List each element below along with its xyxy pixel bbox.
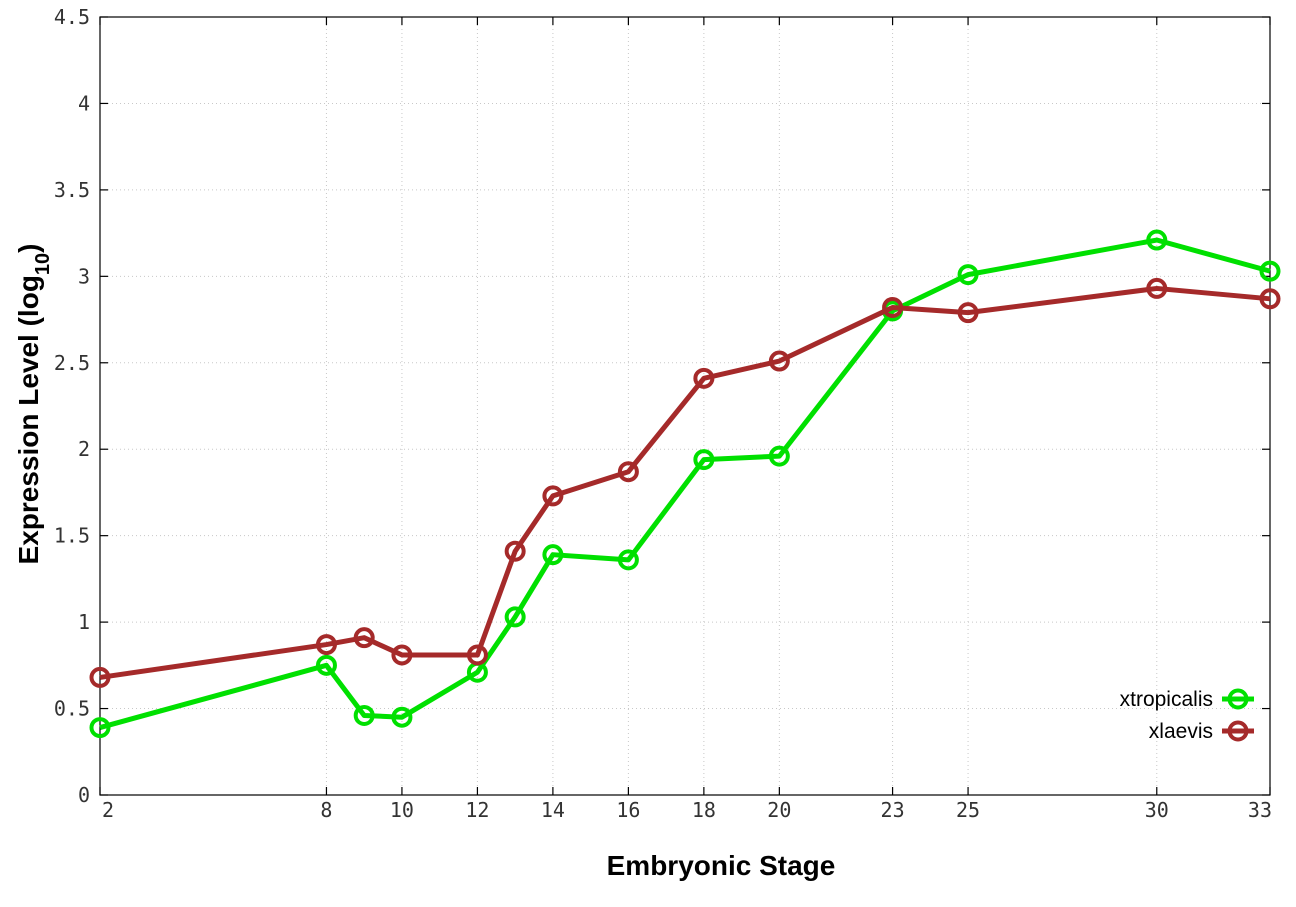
y-tick-label: 1 [78, 610, 90, 634]
data-point-xtropicalis [391, 706, 413, 728]
x-axis-title: Embryonic Stage [607, 850, 836, 881]
x-tick-label: 20 [767, 798, 791, 822]
axis-ticks: 0 0.5 1 1.5 2 2.5 3 3.5 4 4.5 2 8 10 12 14 16 18 20 23 25 30… [54, 5, 1272, 822]
x-tick-label: 10 [390, 798, 414, 822]
y-tick-label: 4 [78, 91, 90, 115]
legend-label: xlaevis [1149, 720, 1213, 743]
data-point-xtropicalis [89, 717, 111, 739]
data-point-xlaevis [617, 461, 639, 483]
legend-marker [1227, 720, 1249, 742]
y-tick-label: 0 [78, 783, 90, 807]
y-tick-label: 4.5 [54, 5, 90, 29]
data-point-xlaevis [768, 350, 790, 372]
series-xtropicalis [89, 229, 1281, 739]
x-tick-label: 14 [541, 798, 565, 822]
y-tick-label: 3.5 [54, 178, 90, 202]
data-point-xlaevis [1259, 288, 1281, 310]
y-tick-label: 2.5 [54, 351, 90, 375]
legend: xtropicalis xlaevis [1120, 688, 1254, 743]
data-point-xtropicalis [1259, 260, 1281, 282]
data-point-xlaevis [466, 644, 488, 666]
data-point-xtropicalis [617, 549, 639, 571]
data-point-xtropicalis [504, 606, 526, 628]
data-point-xlaevis [542, 485, 564, 507]
data-point-xlaevis [504, 540, 526, 562]
y-axis-title: Expression Level (log10) [13, 244, 54, 565]
data-point-xtropicalis [315, 654, 337, 676]
x-tick-label: 18 [692, 798, 716, 822]
data-point-xlaevis [89, 666, 111, 688]
y-axis-title-main: Expression Level (log [13, 275, 44, 564]
y-tick-label: 0.5 [54, 697, 90, 721]
data-point-xtropicalis [693, 449, 715, 471]
x-tick-label: 23 [881, 798, 905, 822]
data-point-xlaevis [391, 644, 413, 666]
y-tick-label: 1.5 [54, 524, 90, 548]
legend-entry-xlaevis: xlaevis [1149, 720, 1254, 743]
series-layer [89, 229, 1281, 739]
legend-entry-xtropicalis: xtropicalis [1120, 688, 1254, 711]
data-point-xlaevis [882, 296, 904, 318]
data-point-xlaevis [1146, 277, 1168, 299]
y-axis-title-subscript: 10 [32, 253, 54, 275]
data-point-xlaevis [315, 634, 337, 656]
y-axis-title-close: ) [13, 244, 44, 253]
x-tick-label: 25 [956, 798, 980, 822]
x-tick-label: 16 [616, 798, 640, 822]
x-tick-label: 8 [320, 798, 332, 822]
data-point-xtropicalis [768, 445, 790, 467]
x-tick-label: 33 [1248, 798, 1272, 822]
data-point-xlaevis [957, 302, 979, 324]
series-xlaevis [89, 277, 1281, 688]
data-point-xtropicalis [957, 264, 979, 286]
data-point-xlaevis [353, 627, 375, 649]
x-tick-label: 12 [465, 798, 489, 822]
y-tick-label: 3 [78, 264, 90, 288]
series-line-xtropicalis [99, 237, 1271, 730]
data-point-xtropicalis [1146, 229, 1168, 251]
legend-marker [1227, 688, 1249, 710]
data-point-xlaevis [693, 367, 715, 389]
data-point-xtropicalis [353, 704, 375, 726]
legend-label: xtropicalis [1120, 688, 1213, 711]
x-tick-label: 30 [1145, 798, 1169, 822]
y-tick-label: 2 [78, 437, 90, 461]
plot-frame [99, 16, 1271, 796]
data-point-xtropicalis [542, 544, 564, 566]
x-tick-label: 2 [102, 798, 114, 822]
